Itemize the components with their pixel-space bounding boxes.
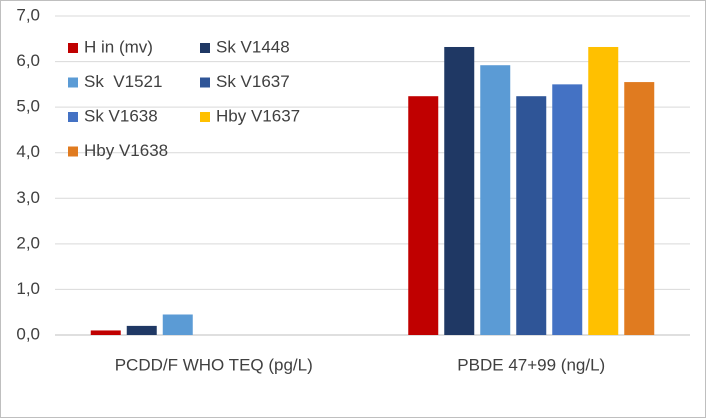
legend-label: Sk V1638 xyxy=(84,106,158,125)
bar xyxy=(588,46,619,335)
x-tick-label: PCDD/F WHO TEQ (pg/L) xyxy=(115,355,313,374)
bar xyxy=(516,96,547,335)
legend-swatch xyxy=(68,43,78,53)
bar xyxy=(126,325,157,335)
legend-label: Sk V1448 xyxy=(216,37,290,56)
legend-swatch xyxy=(200,43,210,53)
bar xyxy=(444,46,475,335)
y-tick-label: 6,0 xyxy=(16,51,40,70)
y-tick-label: 5,0 xyxy=(16,97,40,116)
y-tick-label: 4,0 xyxy=(16,142,40,161)
legend-swatch xyxy=(68,77,78,88)
legend-label: H in (mv) xyxy=(84,37,153,56)
legend-swatch xyxy=(200,77,210,88)
bar xyxy=(90,330,121,335)
y-tick-label: 2,0 xyxy=(16,233,40,252)
legend-swatch xyxy=(68,112,78,122)
bar xyxy=(162,314,193,335)
x-tick-label: PBDE 47+99 (ng/L) xyxy=(457,355,605,374)
bar xyxy=(552,84,583,335)
legend-swatch xyxy=(68,146,78,157)
legend-label: Sk V1637 xyxy=(216,72,290,91)
y-tick-label: 3,0 xyxy=(16,188,40,207)
legend-label: Hby V1637 xyxy=(216,106,300,125)
y-tick-label: 7,0 xyxy=(16,5,40,24)
y-tick-label: 0,0 xyxy=(16,324,40,343)
legend-swatch xyxy=(200,112,210,122)
y-tick-label: 1,0 xyxy=(16,279,40,298)
legend-label: Sk V1521 xyxy=(84,72,162,91)
bar xyxy=(480,65,511,336)
legend-label: Hby V1638 xyxy=(84,141,168,160)
bar xyxy=(624,82,655,335)
bar xyxy=(408,96,439,335)
